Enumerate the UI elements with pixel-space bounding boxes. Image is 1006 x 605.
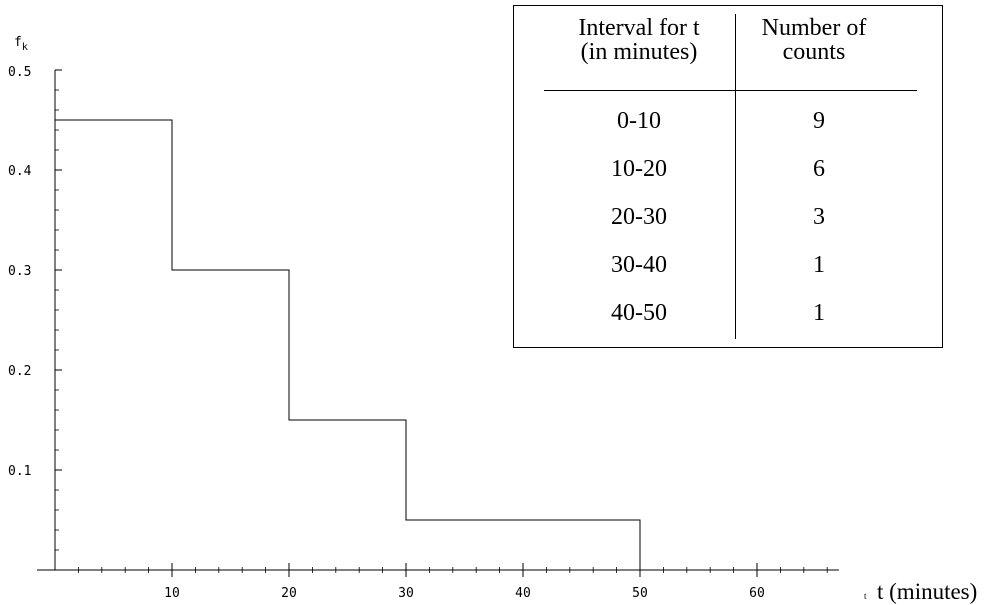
table-cell-count: 1: [813, 252, 825, 278]
header-line: Interval for t: [578, 15, 700, 41]
table-cell-interval: 20-30: [611, 204, 667, 230]
histogram-steps: [55, 119, 641, 570]
x-axis-label: t (minutes): [877, 579, 977, 604]
histogram-bar: [55, 120, 172, 570]
histogram-outline: [55, 119, 641, 570]
table-cell-count: 1: [813, 300, 825, 326]
table-header-rule: [544, 90, 917, 91]
x-tick-label: 40: [515, 586, 531, 601]
header-line: (in minutes): [580, 39, 698, 65]
histogram-bar: [406, 520, 640, 570]
table-cell-interval: 0-10: [617, 108, 661, 134]
table-cell-count: 3: [813, 204, 825, 230]
table-column-rule: [735, 14, 736, 339]
axes: 10 20 30 40 50 60 0.1 0.2 0.3 0.4: [8, 69, 839, 601]
histogram-bar: [289, 420, 406, 570]
x-tick-label: 60: [749, 586, 765, 601]
table-cell-count: 9: [813, 108, 825, 134]
y-axis-label: fk: [14, 35, 28, 53]
y-tick-label: 0.1: [8, 464, 31, 479]
y-tick-label: 0.4: [8, 164, 32, 179]
table-cell-interval: 30-40: [611, 252, 667, 278]
table-cell-count: 6: [813, 156, 825, 182]
histogram-bar: [172, 270, 289, 570]
y-tick-label: 0.3: [8, 264, 31, 279]
table-cell-interval: 40-50: [611, 300, 667, 326]
table-cell-interval: 10-20: [611, 156, 667, 182]
table-header-counts: Number of counts: [739, 16, 889, 64]
y-tick-label: 0.2: [8, 364, 31, 379]
y-tick-label-max: 0.5: [8, 65, 31, 80]
header-line: Number of: [761, 15, 867, 41]
frequency-table: Interval for t (in minutes) Number of co…: [513, 5, 943, 348]
header-line: counts: [782, 39, 846, 65]
x-tick-label: 10: [164, 586, 180, 601]
x-tick-label: 20: [281, 586, 297, 601]
table-header-interval: Interval for t (in minutes): [544, 16, 734, 64]
axis-labels: fk 0.5 t t (minutes): [8, 35, 977, 604]
x-tick-label: 30: [398, 586, 414, 601]
x-axis-end-marker: t: [864, 591, 867, 601]
x-tick-label: 50: [632, 586, 648, 601]
